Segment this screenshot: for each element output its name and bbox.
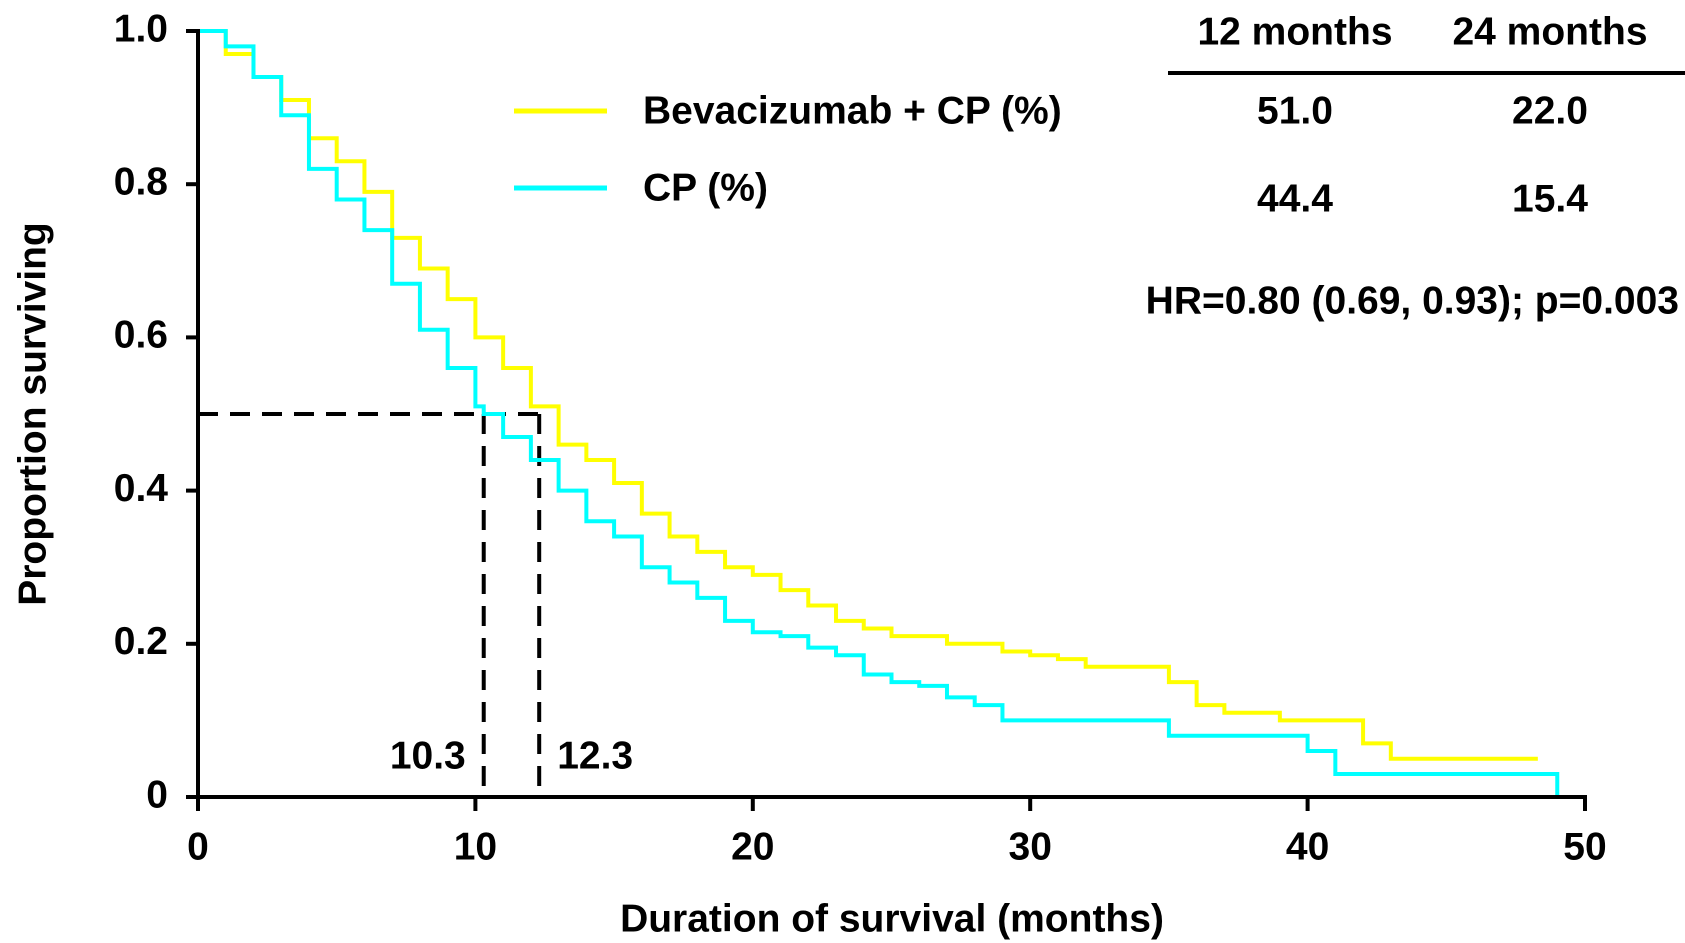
median-label: 12.3 (557, 734, 633, 777)
y-tick-label: 1.0 (114, 7, 168, 50)
table-cell: 44.4 (1257, 177, 1333, 220)
x-tick-label: 0 (187, 825, 209, 868)
legend-label: Bevacizumab + CP (%) (643, 89, 1062, 132)
table-cell: 15.4 (1512, 177, 1588, 220)
y-tick-label: 0.4 (114, 467, 169, 510)
x-tick-label: 30 (1009, 825, 1052, 868)
y-tick-label: 0.2 (114, 620, 168, 663)
y-axis-title: Proportion surviving (11, 222, 54, 606)
legend-label: CP (%) (643, 166, 768, 209)
survival-curve (198, 29, 1560, 797)
x-axis-title: Duration of survival (months) (620, 897, 1164, 940)
x-tick-label: 40 (1286, 825, 1329, 868)
x-tick-label: 20 (731, 825, 774, 868)
annotation: HR=0.80 (0.69, 0.93); p=0.003 (1146, 279, 1679, 322)
y-tick-label: 0 (146, 773, 168, 816)
table-cell: 51.0 (1257, 89, 1333, 132)
table-cell: 22.0 (1512, 89, 1588, 132)
table-header: 24 months (1452, 10, 1647, 53)
median-label: 10.3 (390, 734, 466, 777)
x-tick-label: 50 (1563, 825, 1606, 868)
y-tick-label: 0.8 (114, 160, 168, 203)
x-tick-label: 10 (454, 825, 497, 868)
table-header: 12 months (1197, 10, 1392, 53)
y-tick-label: 0.6 (114, 314, 168, 357)
survival-curve (198, 29, 1538, 761)
